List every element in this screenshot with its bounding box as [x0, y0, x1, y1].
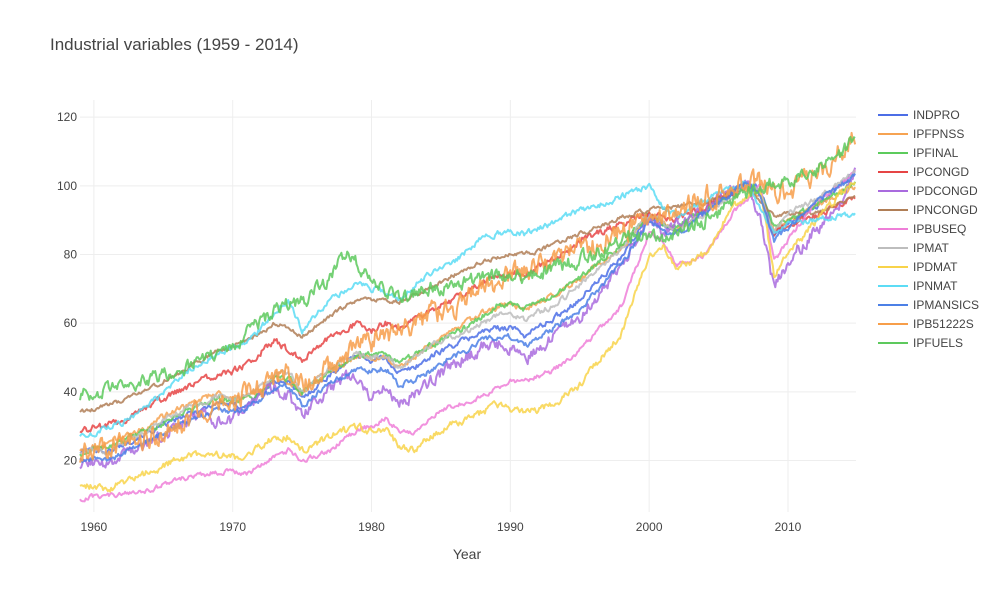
series-line-ipmansics[interactable]	[79, 173, 856, 464]
legend-item-ipdmat[interactable]: IPDMAT	[878, 260, 958, 274]
legend-label: IPNCONGD	[913, 203, 978, 217]
x-tick-label: 2000	[636, 520, 663, 534]
series-line-ipb51222s[interactable]	[79, 131, 857, 463]
series-line-ipdmat[interactable]	[79, 181, 856, 493]
x-tick-label: 1960	[81, 520, 108, 534]
legend-label: IPCONGD	[913, 165, 969, 179]
legend-item-ipfuels[interactable]: IPFUELS	[878, 336, 963, 350]
legend-item-ipbuseq[interactable]: IPBUSEQ	[878, 222, 966, 236]
legend-label: IPFUELS	[913, 336, 963, 350]
legend-label: IPFINAL	[913, 146, 959, 160]
legend-item-ipcongd[interactable]: IPCONGD	[878, 165, 969, 179]
legend-label: IPFPNSS	[913, 127, 964, 141]
legend-label: IPMANSICS	[913, 298, 979, 312]
legend-item-ipfpnss[interactable]: IPFPNSS	[878, 127, 964, 141]
legend-item-indpro[interactable]: INDPRO	[878, 108, 960, 122]
series-line-ipnmat[interactable]	[79, 180, 856, 438]
series-line-ipmat[interactable]	[79, 169, 856, 456]
x-tick-label: 1980	[358, 520, 385, 534]
legend-item-ipnmat[interactable]: IPNMAT	[878, 279, 958, 293]
legend-label: IPDCONGD	[913, 184, 978, 198]
gridlines	[80, 100, 856, 512]
legend-label: IPNMAT	[913, 279, 958, 293]
x-axis-ticks: 1960 1970 1980 1990 2000 2010	[81, 520, 802, 534]
legend-item-ipb51222s[interactable]: IPB51222S	[878, 317, 974, 331]
series-line-ipcongd[interactable]	[79, 183, 856, 434]
legend-label: IPB51222S	[913, 317, 974, 331]
y-axis-ticks: 20 40 60 80 100 120	[57, 110, 77, 467]
series-line-ipfinal[interactable]	[79, 181, 857, 457]
legend-label: IPBUSEQ	[913, 222, 966, 236]
legend-label: IPMAT	[913, 241, 949, 255]
legend[interactable]: INDPRO IPFPNSS IPFINAL IPCONGD IPDCONGD IPNCO…	[878, 108, 979, 350]
series-line-indpro[interactable]	[79, 169, 856, 455]
legend-item-ipfinal[interactable]: IPFINAL	[878, 146, 959, 160]
y-tick-label: 60	[64, 316, 78, 330]
plot-area	[79, 131, 857, 503]
y-tick-label: 40	[64, 385, 78, 399]
x-tick-label: 1990	[497, 520, 524, 534]
legend-item-ipmat[interactable]: IPMAT	[878, 241, 949, 255]
legend-item-ipncongd[interactable]: IPNCONGD	[878, 203, 978, 217]
x-axis-title: Year	[453, 546, 482, 562]
y-tick-label: 120	[57, 110, 77, 124]
legend-item-ipdcongd[interactable]: IPDCONGD	[878, 184, 978, 198]
x-tick-label: 2010	[775, 520, 802, 534]
x-tick-label: 1970	[219, 520, 246, 534]
chart-title: Industrial variables (1959 - 2014)	[50, 35, 299, 54]
legend-label: IPDMAT	[913, 260, 958, 274]
legend-item-ipmansics[interactable]: IPMANSICS	[878, 298, 979, 312]
y-tick-label: 80	[64, 248, 78, 262]
series-line-ipbuseq[interactable]	[79, 169, 856, 503]
legend-label: INDPRO	[913, 108, 960, 122]
y-tick-label: 100	[57, 179, 77, 193]
series-line-ipfuels[interactable]	[79, 135, 856, 401]
y-tick-label: 20	[64, 454, 78, 468]
